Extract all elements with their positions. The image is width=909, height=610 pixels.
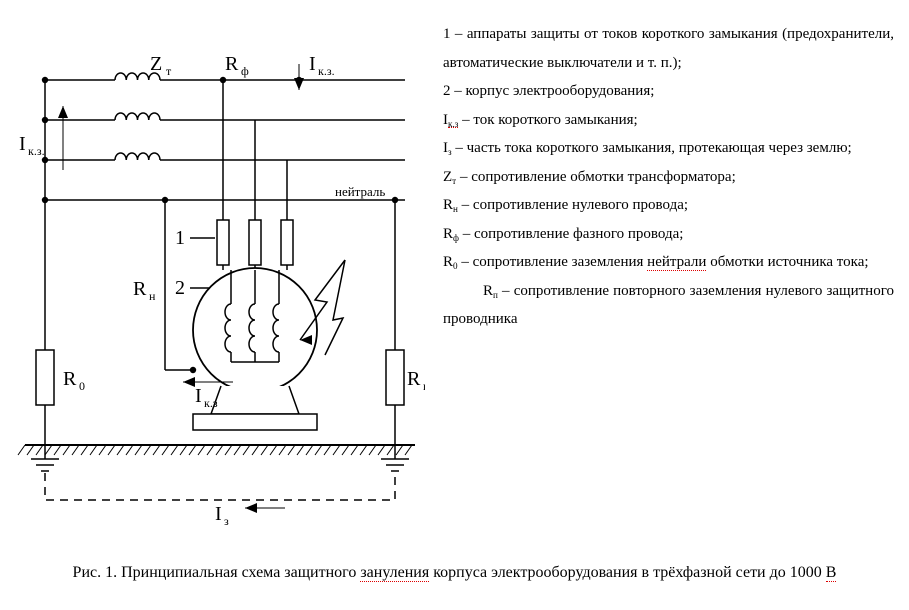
svg-text:нейтраль: нейтраль (335, 184, 385, 199)
legend-item: 2 – корпус электрооборудования; (443, 77, 894, 106)
svg-text:к.з.: к.з. (318, 64, 335, 78)
legend-item: Rн – сопротивление нулевого провода; (443, 191, 894, 220)
svg-text:R: R (133, 278, 147, 300)
svg-text:н: н (149, 289, 156, 303)
svg-text:R: R (407, 368, 421, 390)
svg-text:2: 2 (175, 277, 185, 299)
svg-text:I: I (309, 53, 316, 75)
svg-text:Z: Z (150, 53, 162, 75)
svg-text:0: 0 (79, 379, 85, 393)
svg-text:I: I (215, 503, 222, 525)
legend-item: Rф – сопротивление фазного провода; (443, 220, 894, 249)
svg-text:к.з: к.з (204, 396, 218, 410)
svg-text:1: 1 (175, 227, 185, 249)
legend-item: R0 – сопротивление заземления нейтрали о… (443, 248, 894, 277)
svg-text:I: I (195, 385, 202, 407)
svg-text:I: I (19, 133, 26, 155)
circuit-diagram: 12RнIк.зR0RпIзIк.з.ZтRфIк.з.нейтраль (15, 20, 425, 535)
legend: 1 – аппараты защиты от токов короткого з… (425, 20, 894, 535)
svg-text:з: з (224, 514, 229, 528)
legend-item: Iз – часть тока короткого замыкания, про… (443, 134, 894, 163)
svg-text:т: т (166, 64, 172, 78)
legend-item: 1 – аппараты защиты от токов короткого з… (443, 20, 894, 77)
svg-text:к.з.: к.з. (28, 144, 45, 158)
svg-text:ф: ф (241, 64, 249, 78)
svg-text:R: R (63, 368, 77, 390)
legend-item: Zт – сопротивление обмотки трансформатор… (443, 163, 894, 192)
svg-text:R: R (225, 53, 239, 75)
legend-item: Rп – сопротивление повторного заземления… (443, 277, 894, 334)
figure-caption: Рис. 1. Принципиальная схема защитного з… (0, 545, 909, 610)
legend-item: Iк.з – ток короткого замыкания; (443, 106, 894, 135)
